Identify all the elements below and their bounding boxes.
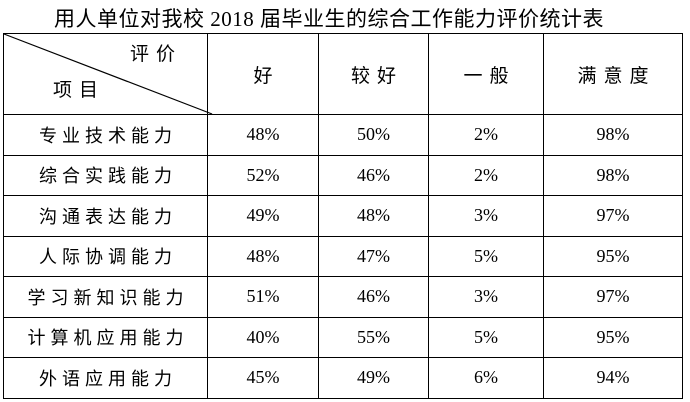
table-row: 沟通表达能力 49% 48% 3% 97% — [3, 195, 683, 237]
row-label: 综合实践能力 — [3, 154, 208, 196]
value-cell: 95% — [543, 316, 683, 358]
row-label: 外语应用能力 — [3, 357, 208, 399]
value-cell: 98% — [543, 114, 683, 156]
value-cell: 2% — [428, 154, 544, 196]
value-cell: 46% — [318, 276, 429, 318]
value-cell: 98% — [543, 154, 683, 196]
value-cell: 2% — [428, 114, 544, 156]
row-label: 专业技术能力 — [3, 114, 208, 156]
value-cell: 3% — [428, 276, 544, 318]
value-cell: 5% — [428, 316, 544, 358]
value-cell: 47% — [318, 235, 429, 277]
value-cell: 48% — [318, 195, 429, 237]
value-cell: 46% — [318, 154, 429, 196]
table-row: 计算机应用能力 40% 55% 5% 95% — [3, 316, 683, 358]
column-header-fairly-good: 较好 — [318, 33, 429, 115]
value-cell: 50% — [318, 114, 429, 156]
row-label: 学习新知识能力 — [3, 276, 208, 318]
table-row: 学习新知识能力 51% 46% 3% 97% — [3, 276, 683, 318]
value-cell: 45% — [207, 357, 319, 399]
table-row: 专业技术能力 48% 50% 2% 98% — [3, 114, 683, 156]
value-cell: 51% — [207, 276, 319, 318]
column-header-average: 一般 — [428, 33, 544, 115]
value-cell: 48% — [207, 114, 319, 156]
value-cell: 6% — [428, 357, 544, 399]
value-cell: 94% — [543, 357, 683, 399]
value-cell: 48% — [207, 235, 319, 277]
value-cell: 52% — [207, 154, 319, 196]
value-cell: 49% — [207, 195, 319, 237]
row-label: 人际协调能力 — [3, 235, 208, 277]
value-cell: 5% — [428, 235, 544, 277]
value-cell: 49% — [318, 357, 429, 399]
corner-label-evaluation: 评价 — [130, 44, 183, 65]
table-body: 专业技术能力 48% 50% 2% 98% 综合实践能力 52% 46% 2% 98% 沟通表达能力… — [3, 114, 683, 399]
evaluation-table: 评价 项目 好 较好 一般 满意度 专业技术能力 48% 50% 2% 98% 综合实践能… — [3, 33, 683, 399]
value-cell: 40% — [207, 316, 319, 358]
diagonal-line — [4, 34, 207, 114]
table-row: 外语应用能力 45% 49% 6% 94% — [3, 357, 683, 399]
value-cell: 55% — [318, 316, 429, 358]
value-cell: 97% — [543, 276, 683, 318]
row-label: 计算机应用能力 — [3, 316, 208, 358]
table-row: 综合实践能力 52% 46% 2% 98% — [3, 154, 683, 196]
column-header-good: 好 — [207, 33, 319, 115]
value-cell: 97% — [543, 195, 683, 237]
value-cell: 95% — [543, 235, 683, 277]
value-cell: 3% — [428, 195, 544, 237]
row-label: 沟通表达能力 — [3, 195, 208, 237]
table-row: 人际协调能力 48% 47% 5% 95% — [3, 235, 683, 277]
corner-header-cell: 评价 项目 — [3, 33, 208, 115]
column-header-satisfaction: 满意度 — [543, 33, 683, 115]
header-row: 评价 项目 好 较好 一般 满意度 — [3, 33, 683, 115]
corner-label-item: 项目 — [53, 80, 106, 101]
page-title: 用人单位对我校 2018 届毕业生的综合工作能力评价统计表 — [54, 7, 604, 31]
